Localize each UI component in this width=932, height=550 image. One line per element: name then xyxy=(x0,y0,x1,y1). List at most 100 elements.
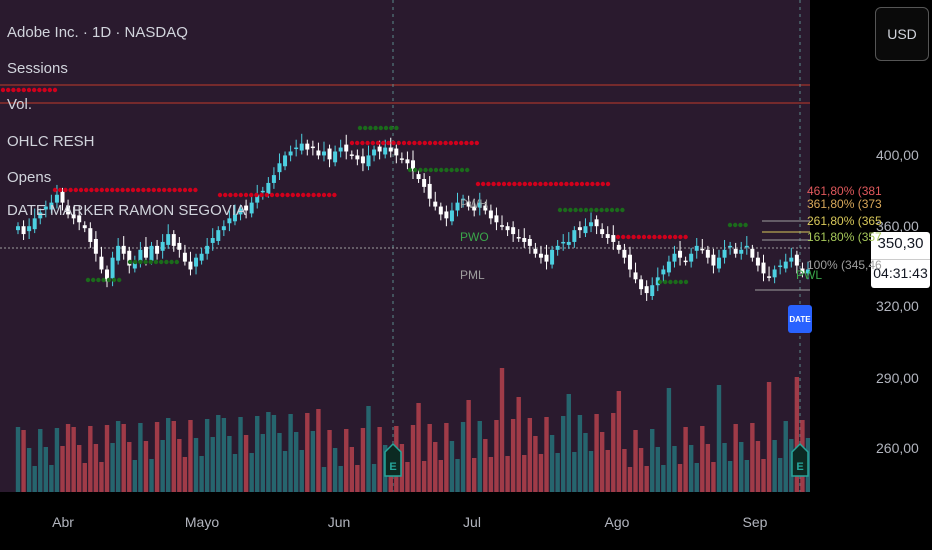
level-dot xyxy=(32,87,37,93)
currency-button[interactable]: USD xyxy=(875,7,929,61)
level-dot xyxy=(363,125,368,131)
candle-body xyxy=(255,194,260,203)
volume-bar xyxy=(321,467,327,492)
candle-body xyxy=(16,226,20,231)
indicator-date-marker[interactable]: DATE MARKER RAMON SEGOVIA xyxy=(7,202,246,219)
indicator-volume[interactable]: Vol. xyxy=(7,96,33,113)
volume-bar xyxy=(410,425,416,492)
volume-bar xyxy=(572,452,577,492)
level-dot xyxy=(130,187,136,193)
volume-bar xyxy=(60,446,65,492)
volume-bar xyxy=(349,447,355,492)
volume-bar xyxy=(661,465,666,492)
volume-bar xyxy=(750,423,755,492)
indicator-ohlc-resh[interactable]: OHLC RESH xyxy=(7,133,95,150)
candle-body xyxy=(372,149,377,156)
level-dot xyxy=(407,140,412,146)
candle-body xyxy=(550,249,555,265)
level-dot xyxy=(615,207,620,213)
candle-body xyxy=(589,222,594,227)
level-dot xyxy=(743,222,748,228)
level-dot xyxy=(85,277,91,283)
level-dot xyxy=(360,140,365,146)
candle-body xyxy=(105,269,110,282)
level-dot xyxy=(383,125,389,131)
time-tick: Mayo xyxy=(184,514,220,530)
level-dot xyxy=(349,140,355,146)
candle-body xyxy=(388,147,393,152)
volume-bar xyxy=(555,453,560,492)
volume-bar xyxy=(694,463,699,492)
candle-body xyxy=(27,226,32,232)
candle-body xyxy=(689,253,694,262)
candle-body xyxy=(166,234,171,245)
level-dot xyxy=(373,125,378,131)
volume-bar xyxy=(405,462,410,492)
chart-plot-area[interactable] xyxy=(0,0,810,492)
candle-body xyxy=(283,155,288,167)
level-dot xyxy=(99,187,105,193)
candle-body xyxy=(38,212,43,219)
level-dot xyxy=(164,259,169,265)
candle-body xyxy=(527,238,532,246)
volume-bar xyxy=(538,454,544,492)
candle-body xyxy=(611,235,616,242)
candle-body xyxy=(739,249,744,254)
candle-body xyxy=(49,202,54,210)
indicator-opens[interactable]: Opens xyxy=(7,169,52,186)
date-marker-badge[interactable]: DATE xyxy=(788,305,812,333)
candle-body xyxy=(522,238,527,242)
candle-body xyxy=(205,245,210,254)
level-dot xyxy=(133,259,138,265)
candle-body xyxy=(461,198,466,201)
candle-body xyxy=(655,277,660,286)
volume-bar xyxy=(121,424,126,492)
candle-body xyxy=(750,248,755,258)
level-dot xyxy=(433,167,439,173)
volume-bar xyxy=(282,451,288,492)
candle-body xyxy=(683,260,688,263)
level-dot xyxy=(146,187,151,193)
level-dot xyxy=(101,277,106,283)
candle-body xyxy=(427,183,432,199)
level-dot xyxy=(422,140,427,146)
candle-body xyxy=(433,201,438,207)
level-dot xyxy=(264,192,269,198)
level-dot xyxy=(621,234,626,240)
candle-body xyxy=(71,214,76,219)
level-dot xyxy=(433,140,438,146)
candle-body xyxy=(177,242,182,250)
candle-body xyxy=(789,257,794,262)
volume-bar xyxy=(421,461,427,492)
candle-body xyxy=(182,252,187,262)
candle-body xyxy=(216,230,221,241)
volume-bar xyxy=(460,422,466,492)
candle-body xyxy=(366,155,371,167)
volume-bar xyxy=(293,432,299,492)
volume-bar xyxy=(177,439,182,492)
level-dot xyxy=(564,181,569,187)
level-dot xyxy=(657,234,662,240)
volume-bar xyxy=(533,436,538,492)
volume-bar xyxy=(477,421,482,492)
candle-body xyxy=(127,250,132,266)
candle-body xyxy=(767,276,772,278)
candle-body xyxy=(232,214,237,222)
level-dot xyxy=(89,187,94,193)
volume-bar xyxy=(221,418,227,492)
volume-bar xyxy=(499,368,505,492)
volume-bar xyxy=(127,442,132,492)
candle-body xyxy=(82,225,87,229)
indicator-sessions[interactable]: Sessions xyxy=(7,60,68,77)
level-dot xyxy=(285,192,290,198)
volume-bar xyxy=(722,443,727,492)
volume-bar xyxy=(338,466,343,492)
candle-body xyxy=(149,245,154,261)
level-dot xyxy=(668,279,673,285)
volume-bar xyxy=(416,403,421,492)
volume-bar xyxy=(739,442,744,492)
level-dot xyxy=(423,167,428,173)
level-dot xyxy=(527,181,533,187)
volume-bar xyxy=(594,414,599,492)
